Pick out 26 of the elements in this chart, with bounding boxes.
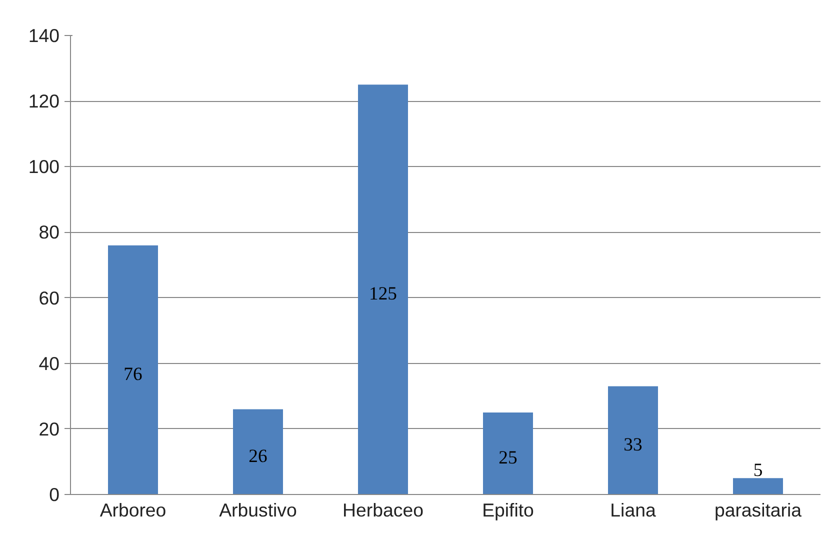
y-tick-label: 140	[28, 25, 60, 46]
data-label: 5	[753, 460, 763, 482]
data-label: 26	[248, 446, 268, 467]
bar	[608, 386, 658, 494]
y-tick-label: 80	[38, 222, 60, 243]
x-tick-label: Epifito	[482, 500, 534, 520]
y-tick-label: 0	[49, 484, 60, 505]
x-tick-label: Herbaceo	[342, 500, 424, 520]
bar	[733, 478, 783, 494]
x-tick-label: parasitaria	[714, 500, 802, 520]
y-tick-label: 40	[38, 352, 60, 374]
bar	[358, 84, 408, 494]
x-tick-label: Arboreo	[100, 500, 166, 520]
y-tick-label: 60	[38, 287, 60, 308]
x-tick-label: Arbustivo	[219, 500, 297, 520]
data-label: 76	[124, 364, 142, 385]
bar	[483, 412, 533, 494]
data-label: 33	[624, 434, 642, 456]
bar	[108, 245, 158, 494]
y-tick-label: 20	[38, 418, 60, 440]
y-tick-label: 100	[28, 156, 60, 178]
x-tick-label: Liana	[610, 500, 656, 520]
y-tick-label: 120	[28, 90, 60, 112]
data-label: 125	[369, 284, 397, 305]
bar	[233, 409, 283, 494]
data-label: 25	[498, 448, 518, 469]
